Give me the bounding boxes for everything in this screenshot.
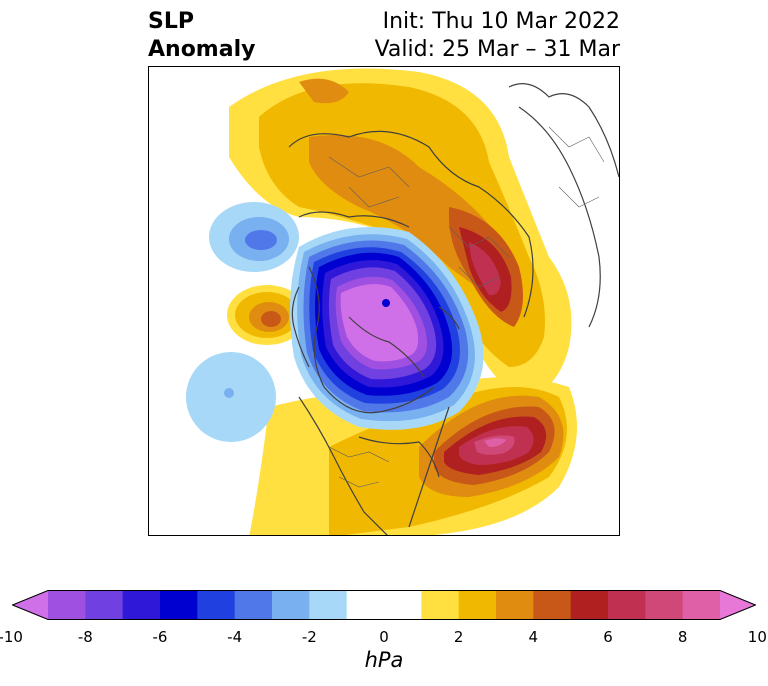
negative-anomaly-west <box>186 202 299 442</box>
colorbar-unit-label: hPa <box>364 648 404 672</box>
colorbar-extend-min <box>12 590 48 620</box>
colorbar-segment <box>197 590 236 620</box>
colorbar-tick-label: -2 <box>301 628 317 646</box>
init-date: Init: Thu 10 Mar 2022 <box>382 9 620 34</box>
colorbar-ticks: -10 -8 -6 -4 -2 0 2 4 6 8 10 <box>0 628 768 648</box>
colorbar <box>12 590 756 620</box>
title-line-1: SLP <box>148 9 194 34</box>
colorbar-segment <box>122 590 161 620</box>
colorbar-segment <box>645 590 684 620</box>
colorbar-tick-label: -8 <box>77 628 93 646</box>
colorbar-extend-max <box>720 590 756 620</box>
colorbar-segment <box>496 590 534 620</box>
colorbar-tick-label: 2 <box>453 628 464 646</box>
colorbar-outline <box>12 590 756 620</box>
colorbar-tick-label: -4 <box>227 628 243 646</box>
colorbar-segment <box>421 590 460 620</box>
colorbar-tick-label: 8 <box>677 628 688 646</box>
map-canvas <box>186 68 619 535</box>
political-borders <box>328 126 605 488</box>
colorbar-tick-label: 4 <box>528 628 539 646</box>
colorbar-segment <box>458 590 497 620</box>
coastlines <box>288 83 619 535</box>
colorbar-segment <box>272 590 310 620</box>
positive-anomaly-pacific <box>227 285 307 345</box>
anomaly-map <box>148 66 620 536</box>
colorbar-tick-label: 10 <box>747 628 767 646</box>
colorbar-segment <box>234 590 273 620</box>
colorbar-tick-label: -10 <box>0 628 23 646</box>
colorbar-segment <box>533 590 572 620</box>
negative-anomaly-arctic <box>290 227 484 430</box>
colorbar-segment <box>85 590 124 620</box>
valid-range: Valid: 25 Mar – 31 Mar <box>374 37 620 62</box>
colorbar-tick-label: -6 <box>152 628 168 646</box>
colorbar-segment <box>570 590 609 620</box>
colorbar-segment <box>48 590 86 620</box>
colorbar-segment <box>346 590 422 620</box>
colorbar-segment <box>682 590 721 620</box>
date-info: Init: Thu 10 Mar 2022 Valid: 25 Mar – 31… <box>375 8 620 64</box>
map-title: SLP Anomaly <box>148 8 255 64</box>
colorbar-segment <box>309 590 348 620</box>
colorbar-tick-label: 0 <box>379 628 389 646</box>
colorbar-tick-label: 6 <box>603 628 613 646</box>
positive-anomaly-atlantic <box>249 377 577 535</box>
colorbar-segment <box>160 590 198 620</box>
colorbar-segments <box>12 590 756 620</box>
title-line-2: Anomaly <box>148 37 256 62</box>
colorbar-segment <box>608 590 646 620</box>
